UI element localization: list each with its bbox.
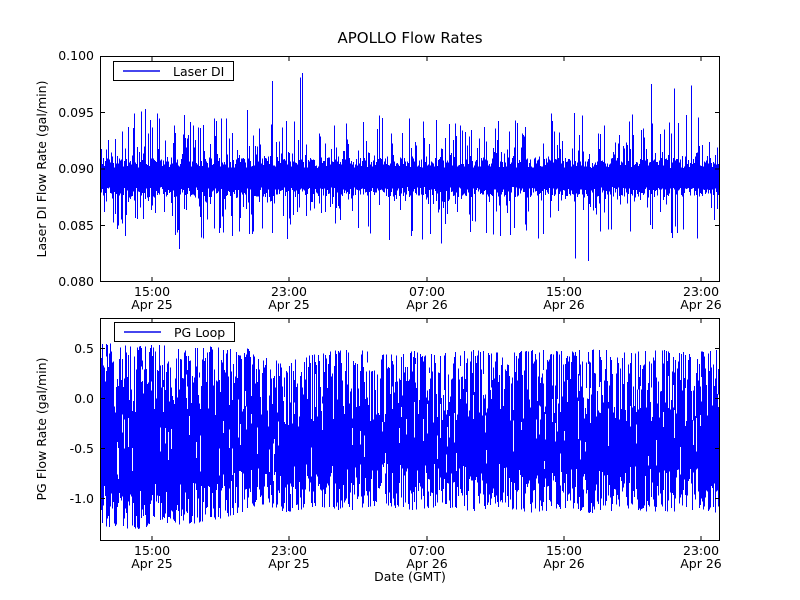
bottom-y-axis-label: PG Flow Rate (gal/min) [34, 357, 49, 501]
laser-di-legend-label: Laser DI [173, 63, 225, 79]
chart-title: APOLLO Flow Rates [337, 29, 483, 47]
x-tick-label: 23:00 Apr 25 [268, 543, 310, 571]
x-tick-label: 23:00 Apr 25 [268, 284, 310, 312]
x-tick-label: 15:00 Apr 26 [543, 543, 585, 571]
y-tick-label: 0.5 [74, 340, 94, 356]
y-tick-label: -1.0 [69, 490, 94, 506]
y-tick-label: 0.095 [58, 104, 94, 120]
x-tick-label: 15:00 Apr 26 [543, 284, 585, 312]
x-tick-label: 07:00 Apr 26 [406, 543, 448, 571]
top-legend: Laser DI [113, 61, 235, 81]
laser-di-plot-svg [100, 56, 720, 282]
x-tick-label: 23:00 Apr 26 [680, 284, 722, 312]
x-tick-label: 23:00 Apr 26 [680, 543, 722, 571]
x-tick-label: 07:00 Apr 26 [406, 284, 448, 312]
y-tick-label: 0.100 [58, 48, 94, 63]
bottom-legend: PG Loop [114, 322, 236, 342]
y-tick-label: 0.080 [58, 274, 94, 289]
pg-loop-legend-line-sample [124, 331, 161, 333]
x-axis-label: Date (GMT) [374, 569, 446, 584]
y-tick-label: 0.085 [58, 217, 94, 233]
y-tick-label: -0.5 [69, 440, 94, 456]
x-tick-label: 15:00 Apr 25 [131, 284, 173, 312]
pg-loop-plot-svg [100, 318, 720, 541]
top-axes [100, 56, 720, 282]
bottom-axes [100, 318, 720, 541]
x-tick-label: 15:00 Apr 25 [131, 543, 173, 571]
y-tick-label: 0.0 [74, 390, 94, 406]
pg-loop-legend-label: PG Loop [174, 324, 226, 340]
y-tick-label: 0.090 [58, 161, 94, 176]
laser-di-legend-line-sample [123, 70, 160, 72]
